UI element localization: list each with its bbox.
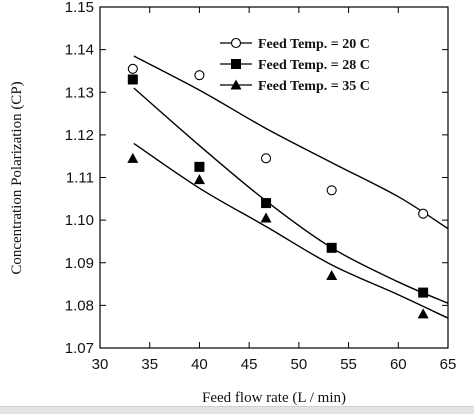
y-tick-label: 1.08 bbox=[65, 297, 94, 314]
x-tick-label: 40 bbox=[191, 356, 208, 373]
data-point-series-3 bbox=[127, 152, 139, 163]
bottom-scroll-strip bbox=[0, 406, 474, 414]
legend-marker bbox=[230, 79, 242, 90]
x-tick-label: 50 bbox=[291, 356, 308, 373]
legend: Feed Temp. = 20 C Feed Temp. = 28 C Feed T… bbox=[220, 37, 370, 94]
data-point-series-3 bbox=[260, 212, 272, 223]
y-axis-title: Concentration Polarization (CP) bbox=[9, 81, 25, 274]
legend-label: Feed Temp. = 28 C bbox=[258, 58, 370, 73]
y-tick-label: 1.14 bbox=[65, 42, 94, 59]
x-tick-label: 60 bbox=[390, 356, 407, 373]
y-tick-label: 1.15 bbox=[65, 0, 94, 16]
x-tick-label: 65 bbox=[440, 356, 457, 373]
data-points bbox=[127, 63, 429, 319]
x-tick-label: 35 bbox=[141, 356, 158, 373]
y-tick-label: 1.11 bbox=[66, 170, 94, 187]
data-point-series-1 bbox=[418, 208, 429, 219]
y-tick-label: 1.12 bbox=[65, 127, 94, 144]
legend-marker bbox=[231, 59, 241, 69]
y-tick-label: 1.09 bbox=[65, 255, 94, 272]
data-point-series-2 bbox=[261, 198, 272, 209]
ticks-layer: 30 35 40 45 50 55 60 65 1.07 1.08 1.09 1.10 1.11 1.12… bbox=[65, 0, 457, 373]
fit-curves bbox=[133, 55, 449, 319]
fit-curve-series-1 bbox=[133, 55, 449, 230]
data-point-series-3 bbox=[193, 174, 205, 185]
y-tick-label: 1.10 bbox=[65, 212, 94, 229]
y-tick-label: 1.07 bbox=[65, 340, 94, 357]
x-tick-label: 30 bbox=[92, 356, 109, 373]
x-axis-title: Feed flow rate (L / min) bbox=[202, 390, 346, 406]
data-point-series-2 bbox=[418, 287, 429, 298]
data-point-series-2 bbox=[127, 74, 138, 85]
data-point-series-1 bbox=[326, 185, 337, 196]
legend-label: Feed Temp. = 35 C bbox=[258, 79, 370, 94]
data-point-series-1 bbox=[194, 70, 205, 81]
legend-label: Feed Temp. = 20 C bbox=[258, 37, 370, 52]
x-tick-label: 45 bbox=[241, 356, 258, 373]
x-tick-label: 55 bbox=[340, 356, 357, 373]
data-point-series-1 bbox=[127, 63, 138, 74]
fit-curve-series-2 bbox=[133, 87, 449, 304]
y-tick-label: 1.13 bbox=[65, 84, 94, 101]
data-point-series-1 bbox=[260, 153, 272, 164]
fit-curve-series-3 bbox=[133, 142, 449, 319]
legend-marker bbox=[230, 37, 242, 49]
data-point-series-2 bbox=[194, 161, 205, 172]
data-point-series-3 bbox=[326, 270, 338, 281]
data-point-series-2 bbox=[326, 242, 337, 253]
data-point-series-3 bbox=[417, 308, 429, 319]
